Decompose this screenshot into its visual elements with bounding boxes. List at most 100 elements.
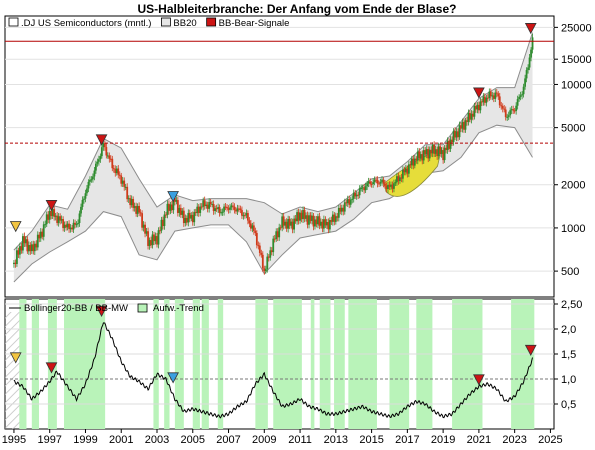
candle-body xyxy=(293,218,296,230)
candle-body xyxy=(463,121,465,130)
candle-body xyxy=(491,95,494,97)
candle-body xyxy=(260,252,263,255)
candle-body xyxy=(352,192,355,199)
candle-body xyxy=(378,183,380,185)
candle-body xyxy=(229,207,231,210)
candle-body xyxy=(255,233,258,246)
candle-body xyxy=(257,245,260,247)
candle-body xyxy=(263,268,266,272)
candle-body xyxy=(421,154,424,161)
candle-body xyxy=(510,109,513,111)
bollinger-upper-line xyxy=(13,32,533,251)
candle-body xyxy=(14,262,17,265)
price-y-tick-label: 2000 xyxy=(561,180,585,192)
candle-body xyxy=(434,149,437,154)
x-tick-label: 1997 xyxy=(37,434,61,446)
candle-body xyxy=(513,110,516,112)
candle-body xyxy=(248,220,251,224)
candle-body xyxy=(50,210,53,216)
candle-body xyxy=(56,215,59,223)
legend-label: Bollinger20-BB / BB-MW xyxy=(24,303,128,314)
candle-body xyxy=(24,239,27,244)
candle-body xyxy=(337,207,340,218)
candle-body xyxy=(376,179,379,184)
candle-body xyxy=(51,209,54,216)
candle-body xyxy=(345,202,348,204)
candle-body xyxy=(294,218,297,222)
candle-body xyxy=(418,151,421,159)
candle-body xyxy=(136,205,139,214)
candle-body xyxy=(448,140,450,149)
candle-body xyxy=(179,207,182,215)
candle-body xyxy=(424,150,427,155)
candle-body xyxy=(512,109,515,111)
candle-body xyxy=(62,219,65,229)
candle-body xyxy=(287,219,290,229)
candle-body xyxy=(173,197,176,202)
candle-body xyxy=(217,207,220,210)
bear-signal-marker xyxy=(45,200,58,212)
candle-body xyxy=(129,198,132,206)
x-tick-label: 2015 xyxy=(359,434,383,446)
legend-swatch xyxy=(8,17,19,27)
candle-body xyxy=(252,225,255,231)
candle-body xyxy=(361,187,364,189)
candle-body xyxy=(427,149,430,159)
x-axis: 1995 1997 1999 2001 2003 2005 2007 2009 2011 2013… xyxy=(2,429,563,446)
candle-body xyxy=(264,269,267,272)
uptrend-band xyxy=(19,299,27,429)
candle-body xyxy=(60,219,63,221)
candle-body xyxy=(297,212,300,221)
candle-body xyxy=(157,230,160,245)
candle-body xyxy=(455,131,458,138)
candle-body xyxy=(105,147,108,156)
candle-body xyxy=(223,206,225,212)
price-candles xyxy=(13,33,534,275)
candle-body xyxy=(425,149,428,155)
candle-body xyxy=(278,227,281,238)
candle-body xyxy=(130,198,133,206)
candle-body xyxy=(96,161,99,164)
candle-body xyxy=(139,212,142,214)
price-y-tick-label: 500 xyxy=(561,266,579,278)
x-tick-label: 2019 xyxy=(431,434,455,446)
candle-body xyxy=(445,147,448,151)
candle-body xyxy=(165,214,167,216)
candle-body xyxy=(279,227,282,229)
candle-body xyxy=(242,215,245,217)
candle-body xyxy=(315,219,318,225)
uptrend-band xyxy=(319,299,331,429)
candle-body xyxy=(181,210,184,215)
uptrend-band xyxy=(164,299,170,429)
candle-body xyxy=(384,183,386,186)
candle-body xyxy=(296,212,298,222)
candle-body xyxy=(299,212,301,221)
candle-body xyxy=(120,175,123,184)
candle-body xyxy=(226,207,228,209)
candle-body xyxy=(86,188,88,194)
candle-body xyxy=(244,215,246,217)
candle-body xyxy=(75,224,78,226)
candle-body xyxy=(121,180,124,184)
candle-body xyxy=(254,230,257,234)
candle-body xyxy=(42,224,45,237)
candle-body xyxy=(190,215,193,219)
candle-body xyxy=(35,243,38,248)
candle-body xyxy=(178,207,181,213)
candle-body xyxy=(346,199,349,204)
candle-body xyxy=(74,222,76,225)
candle-body xyxy=(334,216,337,222)
indicator-line xyxy=(13,322,533,419)
uptrend-band xyxy=(31,299,39,429)
candle-body xyxy=(382,179,385,184)
candle-body xyxy=(162,219,164,226)
candle-body xyxy=(26,239,29,252)
candle-body xyxy=(102,143,105,148)
candle-body xyxy=(488,91,491,99)
candle-body xyxy=(419,154,422,159)
x-tick-label: 2023 xyxy=(502,434,526,446)
candle-body xyxy=(343,202,346,212)
bear-signal-marker xyxy=(95,134,108,146)
candle-body xyxy=(163,214,166,226)
candle-body xyxy=(142,224,145,228)
